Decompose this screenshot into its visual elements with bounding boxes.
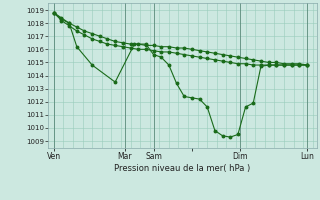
X-axis label: Pression niveau de la mer( hPa ): Pression niveau de la mer( hPa ) (114, 164, 251, 173)
